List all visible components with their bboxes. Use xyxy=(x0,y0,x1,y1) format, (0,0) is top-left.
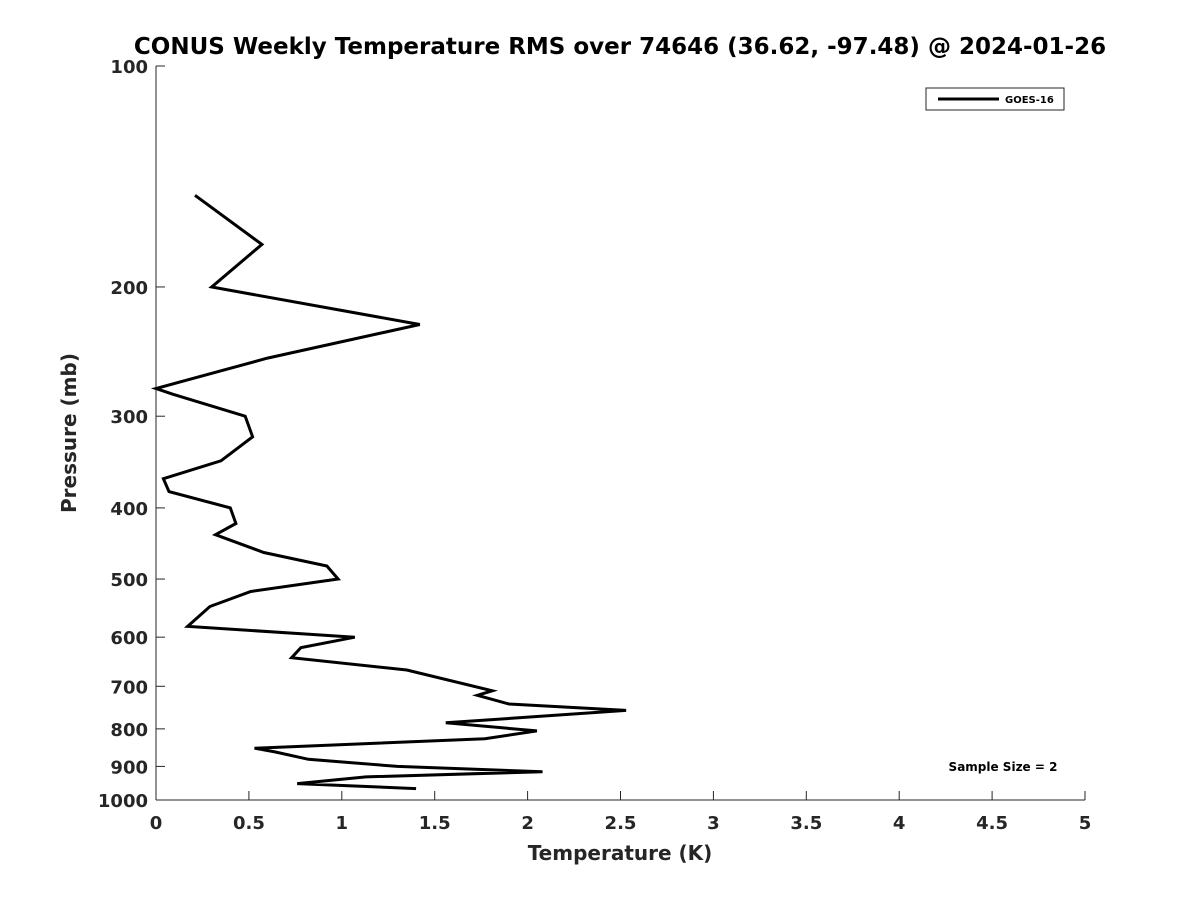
y-tick-label: 100 xyxy=(110,57,148,78)
y-tick-label: 900 xyxy=(110,757,148,778)
y-tick-label: 500 xyxy=(110,570,148,591)
y-tick-label: 1000 xyxy=(98,791,148,812)
x-tick-label: 4.5 xyxy=(976,813,1008,834)
x-tick-label: 3 xyxy=(707,813,720,834)
x-tick-label: 2 xyxy=(521,813,534,834)
x-tick-label: 4 xyxy=(893,813,906,834)
x-tick-label: 1.5 xyxy=(419,813,451,834)
x-ticks: 0 0.5 1 1.5 2 2.5 3 3.5 4 4.5 5 xyxy=(150,791,1092,834)
legend-entry-goes-16: GOES-16 xyxy=(1005,95,1054,106)
x-tick-label: 0 xyxy=(150,813,163,834)
y-tick-label: 600 xyxy=(110,628,148,649)
y-tick-label: 200 xyxy=(110,278,148,299)
x-tick-label: 5 xyxy=(1079,813,1092,834)
x-tick-label: 2.5 xyxy=(605,813,637,834)
x-tick-label: 1 xyxy=(336,813,349,834)
y-tick-label: 400 xyxy=(110,499,148,520)
series-layer xyxy=(150,194,627,791)
y-ticks: 100 200 300 400 500 600 700 800 900 1000 xyxy=(98,57,165,812)
series-line-goes-16 xyxy=(150,194,627,791)
x-axis-label: Temperature (K) xyxy=(528,841,713,865)
y-tick-label: 300 xyxy=(110,407,148,428)
legend: GOES-16 xyxy=(925,87,1065,111)
y-tick-label: 800 xyxy=(110,720,148,741)
x-tick-label: 0.5 xyxy=(233,813,265,834)
sample-size-annotation: Sample Size = 2 xyxy=(949,760,1058,774)
y-axis-label: Pressure (mb) xyxy=(57,353,81,513)
chart-title: CONUS Weekly Temperature RMS over 74646 … xyxy=(134,34,1106,60)
x-tick-label: 3.5 xyxy=(790,813,822,834)
y-tick-label: 700 xyxy=(110,677,148,698)
